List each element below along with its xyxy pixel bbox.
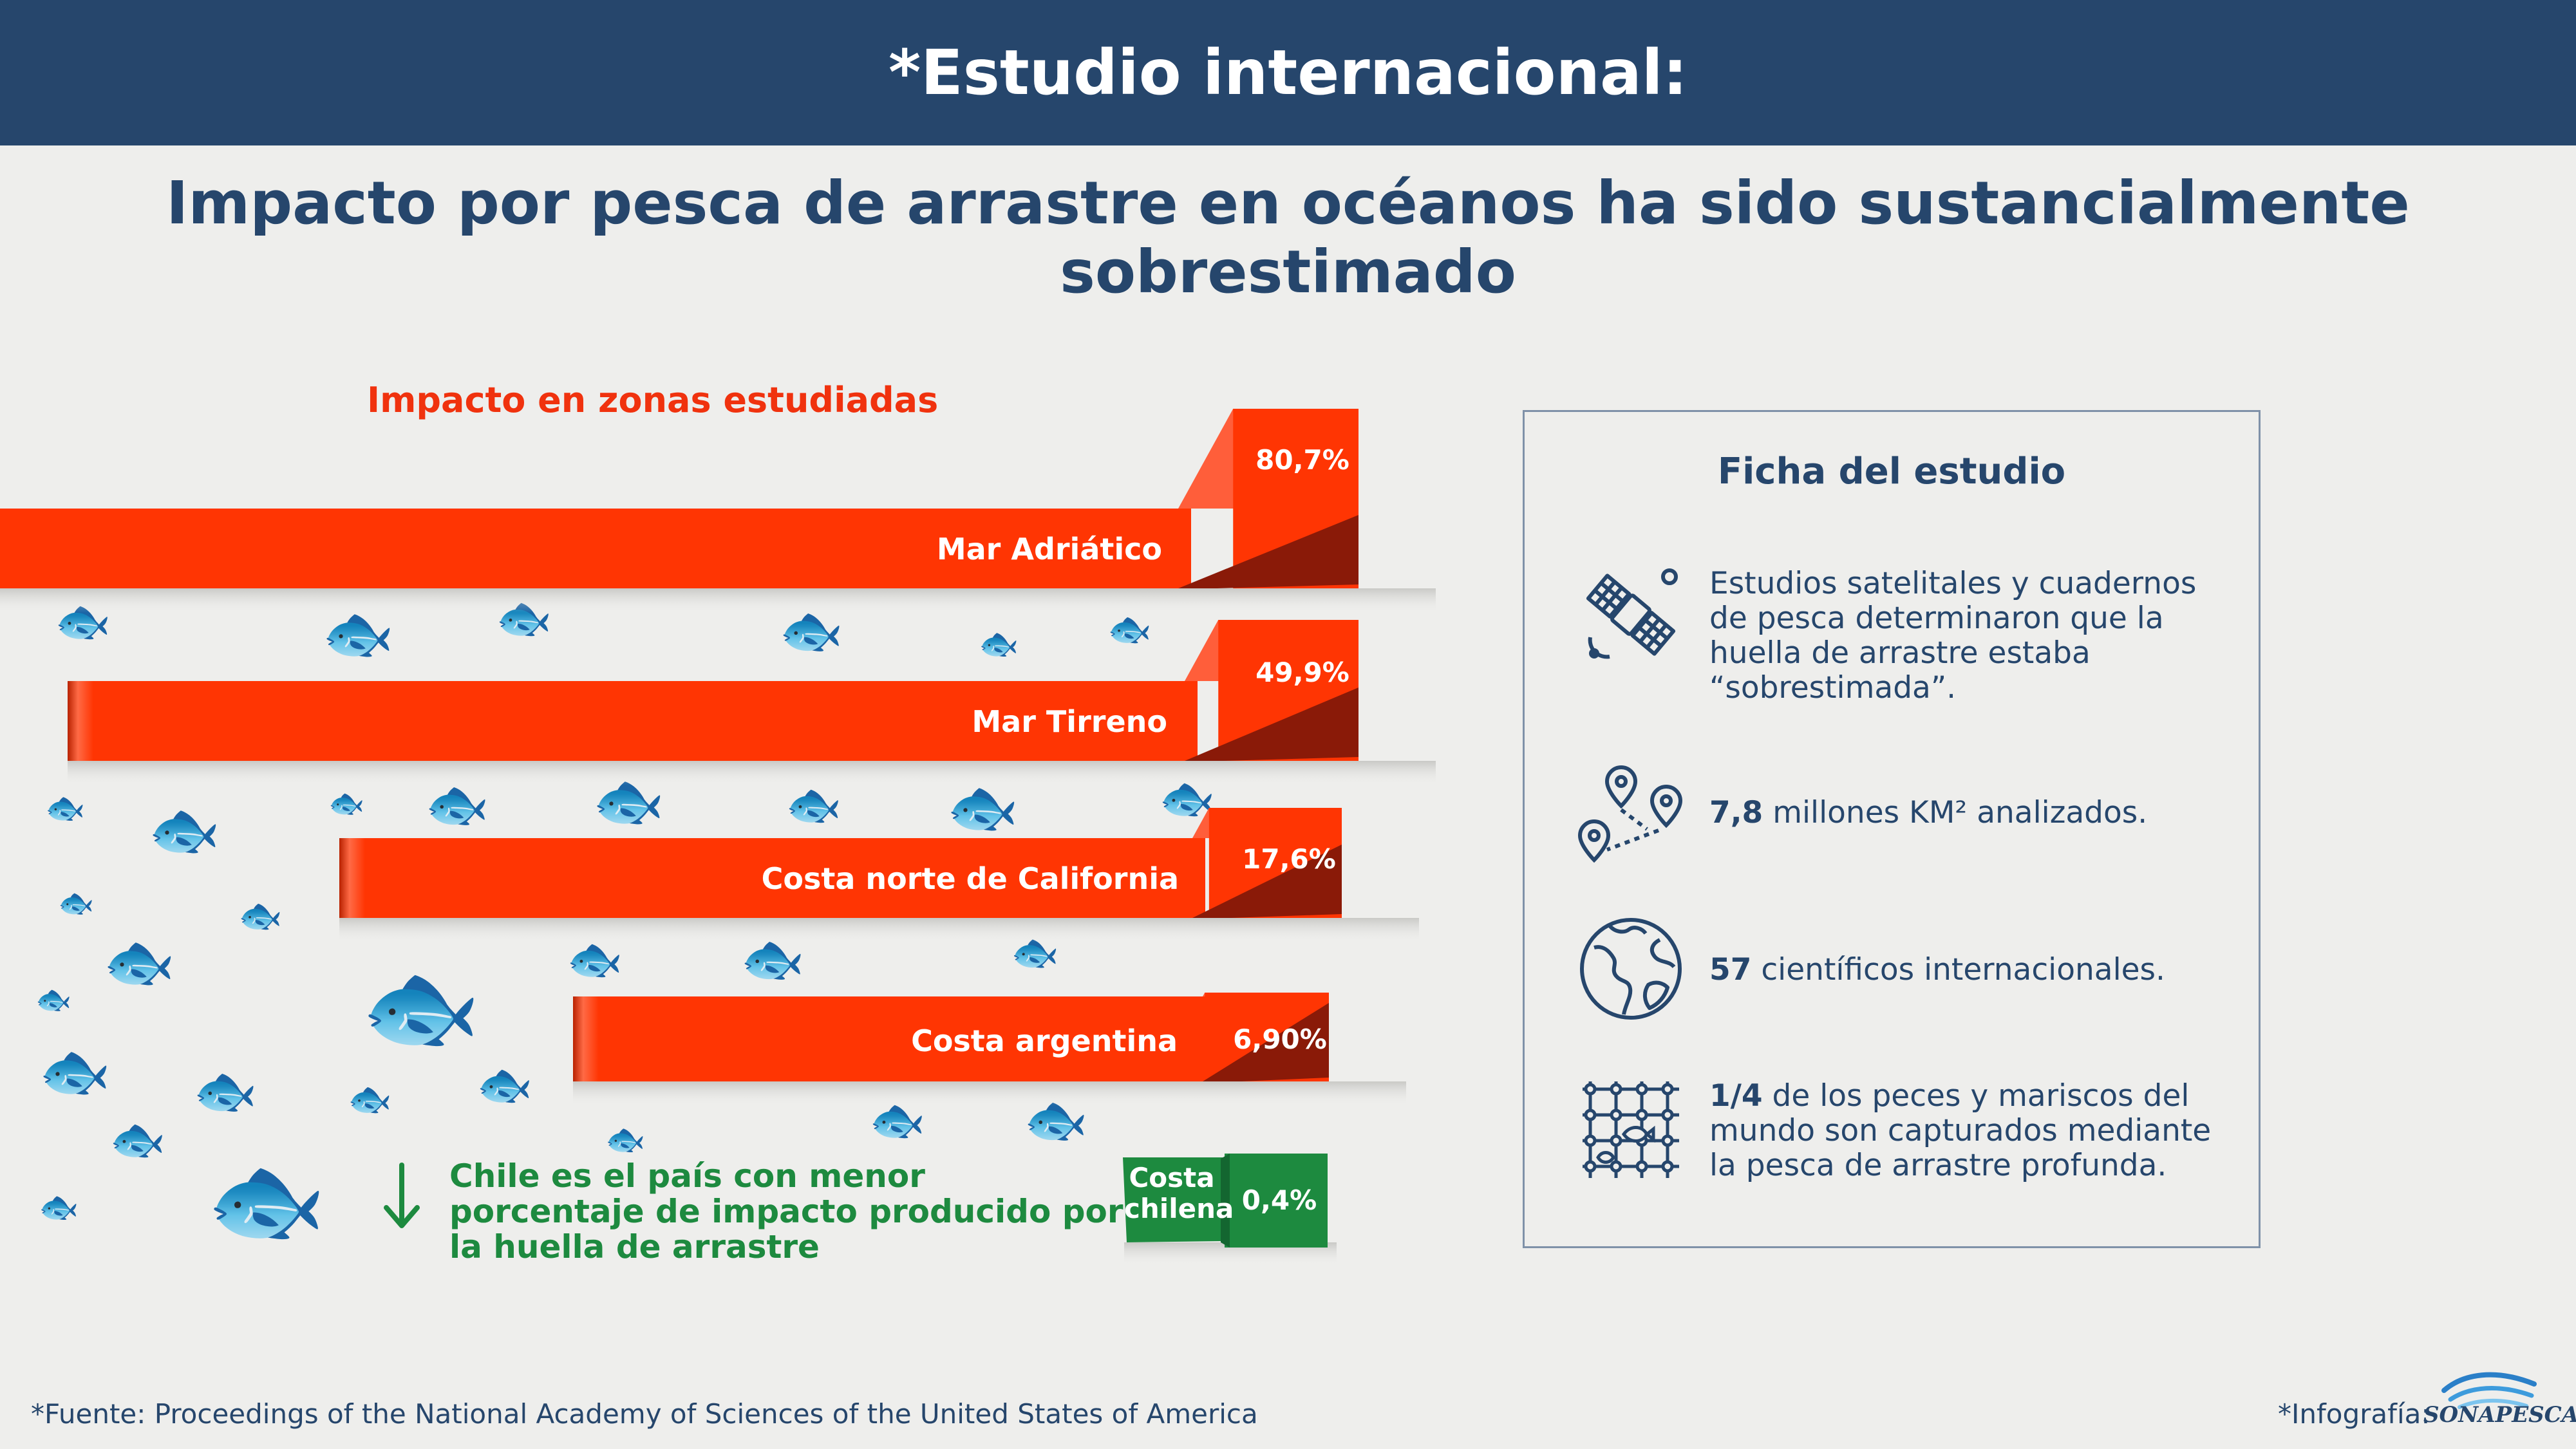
fish-icon: 🐟 <box>328 786 365 820</box>
satellite-icon <box>1586 568 1678 659</box>
fish-icon: 🐟 <box>45 789 86 827</box>
fish-icon: 🐟 <box>605 1121 646 1158</box>
bar-costa-chilena-label-block <box>1123 1157 1223 1242</box>
bar-value-california: 17,6% <box>1242 843 1336 875</box>
bar-label-mar-adriatico: Mar Adriático <box>936 532 1162 566</box>
map-pins-icon <box>1577 765 1683 863</box>
globe-icon <box>1580 918 1682 1020</box>
fish-icon: 🐟 <box>58 886 95 920</box>
bar-costa-chilena <box>1225 1154 1328 1248</box>
bar-mar-tirreno <box>68 681 1198 761</box>
fish-icon: 🐟 <box>361 951 481 1063</box>
study-item-4-rest: de los peces y mariscos del mundo son ca… <box>1709 1078 2212 1184</box>
study-item-2-rest: millones KM² analizados. <box>1763 795 2148 830</box>
fish-icon: 🐟 <box>35 982 72 1016</box>
fish-icon: 🐟 <box>1107 608 1152 650</box>
fish-icon: 🐟 <box>979 625 1019 662</box>
fish-icon: 🐟 <box>39 1038 111 1105</box>
study-title: Ficha del estudio <box>1717 451 2066 492</box>
study-item-3-rest: científicos internacionales. <box>1751 952 2165 987</box>
study-item-3-text: 57 científicos internacionales. <box>1709 952 2237 987</box>
chile-note: Chile es el país con menor porcentaje de… <box>449 1157 1123 1266</box>
bar-label-costa-chilena: Costa chilena <box>1124 1162 1234 1225</box>
sonapesca-logo-text: SONAPESCA <box>2423 1402 2576 1428</box>
fish-icon: 🐟 <box>206 1145 326 1257</box>
bar-label-mar-tirreno: Mar Tirreno <box>972 704 1167 739</box>
fish-icon: 🐟 <box>103 928 176 996</box>
sonapesca-logo-icon <box>2441 1372 2537 1409</box>
fish-icon: 🐟 <box>148 796 221 864</box>
fish-icon: 🐟 <box>348 1078 392 1119</box>
fish-icon: 🐟 <box>779 601 843 660</box>
arrow-down-icon <box>384 1163 420 1228</box>
study-item-2-text: 7,8 millones KM² analizados. <box>1709 795 2237 830</box>
fish-icon: 🐟 <box>193 1061 258 1121</box>
fish-icon: 🐟 <box>785 778 842 831</box>
bar-value-costa-chilena: 0,4% <box>1241 1184 1317 1216</box>
bar-argentina <box>573 996 1216 1081</box>
bar-value-mar-adriatico: 80,7% <box>1255 444 1349 476</box>
fish-icon: 🐟 <box>476 1058 533 1111</box>
bar-mar-adriatico <box>0 509 1191 588</box>
footer-credit: *Infografía: <box>2278 1398 2430 1430</box>
fish-icon: 🐟 <box>39 1188 79 1226</box>
study-item-4-bold: 1/4 <box>1709 1078 1763 1114</box>
study-item-1-text: Estudios satelitales y cuadernos de pesc… <box>1709 566 2197 706</box>
bar-value-mar-tirreno: 49,9% <box>1255 657 1349 688</box>
page-subtitle: Impacto por pesca de arrastre en océanos… <box>166 169 2410 306</box>
header-title: *Estudio internacional: <box>888 37 1688 109</box>
study-item-3-bold: 57 <box>1709 952 1752 987</box>
bar-label-california: Costa norte de California <box>761 861 1179 896</box>
fish-icon: 🐟 <box>946 774 1019 841</box>
header-band <box>0 0 2576 145</box>
footer-source: *Fuente: Proceedings of the National Aca… <box>31 1398 1258 1430</box>
study-item-4-text: 1/4 de los peces y mariscos del mundo so… <box>1709 1078 2237 1184</box>
bar-value-argentina: 6,90% <box>1233 1024 1327 1055</box>
fish-icon: 🐟 <box>567 933 623 986</box>
fish-icon: 🐟 <box>238 895 283 936</box>
fish-icon: 🐟 <box>425 774 489 834</box>
fishing-net-icon <box>1583 1081 1679 1178</box>
chart-section-title: Impacto en zonas estudiadas <box>367 380 939 420</box>
study-item-2-bold: 7,8 <box>1709 795 1763 830</box>
bar-label-argentina: Costa argentina <box>911 1024 1178 1058</box>
fish-icon: 🐟 <box>322 600 395 668</box>
fish-icon: 🐟 <box>109 1113 166 1166</box>
bar-california <box>339 838 1205 918</box>
